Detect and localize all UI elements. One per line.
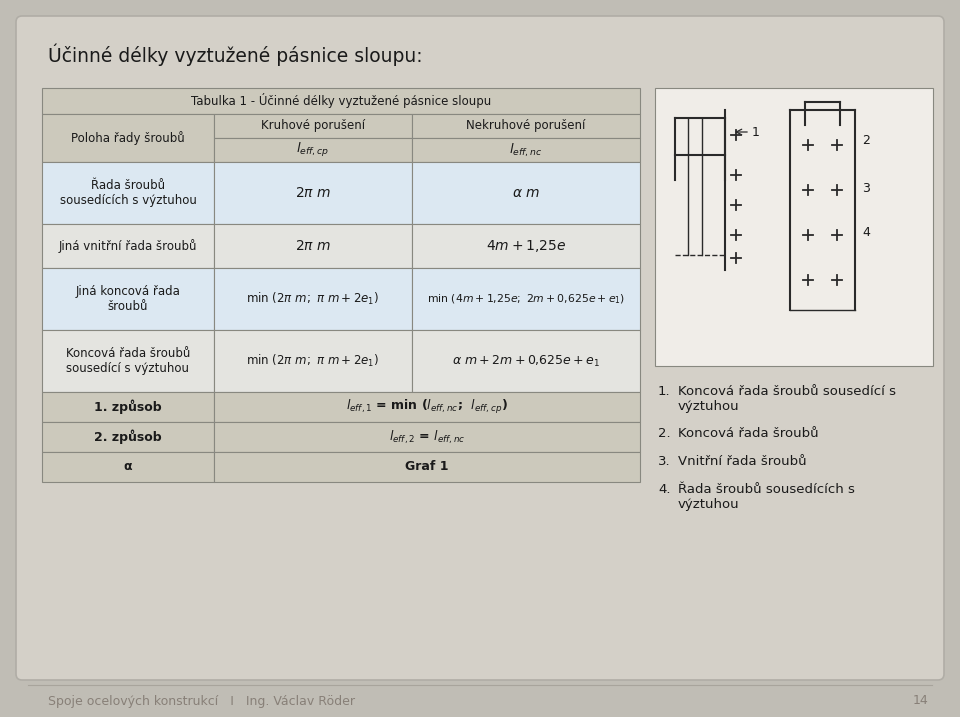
Bar xyxy=(214,422,640,452)
Bar xyxy=(214,138,412,162)
Bar xyxy=(42,330,214,392)
Text: Graf 1: Graf 1 xyxy=(405,460,448,473)
Text: Koncová řada šroubů: Koncová řada šroubů xyxy=(678,427,819,440)
Bar xyxy=(214,330,412,392)
Bar xyxy=(214,392,640,422)
Bar xyxy=(42,422,214,452)
Bar xyxy=(42,88,640,114)
Text: 3: 3 xyxy=(862,181,870,194)
Bar xyxy=(214,114,412,138)
Text: 2.: 2. xyxy=(658,427,671,440)
Text: Tabulka 1 - Účinné délky vyztužené pásnice sloupu: Tabulka 1 - Účinné délky vyztužené pásni… xyxy=(191,93,492,108)
Text: 1: 1 xyxy=(752,125,760,138)
Text: Koncová řada šroubů sousedící s
výztuhou: Koncová řada šroubů sousedící s výztuhou xyxy=(678,385,896,413)
Text: 1. způsob: 1. způsob xyxy=(94,399,162,414)
Text: $l_{eff,1}$ = min ($l_{eff,nc}$;  $l_{eff,cp}$): $l_{eff,1}$ = min ($l_{eff,nc}$; $l_{eff… xyxy=(347,398,508,416)
Text: $l_{eff,nc}$: $l_{eff,nc}$ xyxy=(509,141,542,158)
Text: Kruhové porušení: Kruhové porušení xyxy=(261,120,365,133)
Text: Nekruhové porušení: Nekruhové porušení xyxy=(467,120,586,133)
Bar xyxy=(412,114,640,138)
Text: $\alpha\ m + 2m + 0{,}625e + e_1$: $\alpha\ m + 2m + 0{,}625e + e_1$ xyxy=(452,353,600,369)
Bar xyxy=(42,162,214,224)
Text: α: α xyxy=(124,460,132,473)
Text: min $(2\pi\ m;\ \pi\ m + 2e_1)$: min $(2\pi\ m;\ \pi\ m + 2e_1)$ xyxy=(247,353,379,369)
Text: min $(2\pi\ m;\ \pi\ m + 2e_1)$: min $(2\pi\ m;\ \pi\ m + 2e_1)$ xyxy=(247,291,379,307)
Text: Účinné délky vyztužené pásnice sloupu:: Účinné délky vyztužené pásnice sloupu: xyxy=(48,44,422,66)
Text: 14: 14 xyxy=(912,695,928,708)
Bar xyxy=(214,162,412,224)
Text: 4: 4 xyxy=(862,227,870,239)
Bar xyxy=(214,452,640,482)
Text: min $(4m + 1{,}25e;\ 2m + 0{,}625e + e_1)$: min $(4m + 1{,}25e;\ 2m + 0{,}625e + e_1… xyxy=(427,293,625,305)
Text: 4.: 4. xyxy=(658,483,670,496)
Text: Vnitřní řada šroubů: Vnitřní řada šroubů xyxy=(678,455,806,468)
Text: $2\pi\ m$: $2\pi\ m$ xyxy=(295,239,331,253)
Text: $\alpha\ m$: $\alpha\ m$ xyxy=(512,186,540,200)
Text: Koncová řada šroubů
sousedící s výztuhou: Koncová řada šroubů sousedící s výztuhou xyxy=(66,347,190,375)
Text: 2: 2 xyxy=(862,133,870,146)
Bar xyxy=(412,162,640,224)
Bar xyxy=(42,452,214,482)
Bar xyxy=(412,268,640,330)
Bar xyxy=(655,88,933,366)
Bar xyxy=(42,224,214,268)
Bar xyxy=(42,268,214,330)
FancyBboxPatch shape xyxy=(16,16,944,680)
Bar xyxy=(412,224,640,268)
Bar xyxy=(214,224,412,268)
Text: 1.: 1. xyxy=(658,385,671,398)
Text: $l_{eff,2}$ = $l_{eff,nc}$: $l_{eff,2}$ = $l_{eff,nc}$ xyxy=(389,428,466,446)
Text: $4m + 1{,}25e$: $4m + 1{,}25e$ xyxy=(486,238,566,254)
Bar xyxy=(412,330,640,392)
Text: $l_{eff,cp}$: $l_{eff,cp}$ xyxy=(297,141,329,159)
Text: Řada šroubů
sousedících s výztuhou: Řada šroubů sousedících s výztuhou xyxy=(60,179,197,207)
Bar xyxy=(412,138,640,162)
Bar xyxy=(42,114,214,162)
Text: $2\pi\ m$: $2\pi\ m$ xyxy=(295,186,331,200)
Text: Jiná koncová řada
šroubů: Jiná koncová řada šroubů xyxy=(76,285,180,313)
Text: 2. způsob: 2. způsob xyxy=(94,429,162,445)
Text: Spoje ocelových konstrukcí   I   Ing. Václav Röder: Spoje ocelových konstrukcí I Ing. Václav… xyxy=(48,695,355,708)
Bar xyxy=(214,268,412,330)
Text: Poloha řady šroubů: Poloha řady šroubů xyxy=(71,131,185,145)
Bar xyxy=(42,392,214,422)
Text: 3.: 3. xyxy=(658,455,671,468)
Text: Řada šroubů sousedících s
výztuhou: Řada šroubů sousedících s výztuhou xyxy=(678,483,854,511)
Text: Jiná vnitřní řada šroubů: Jiná vnitřní řada šroubů xyxy=(59,239,197,253)
